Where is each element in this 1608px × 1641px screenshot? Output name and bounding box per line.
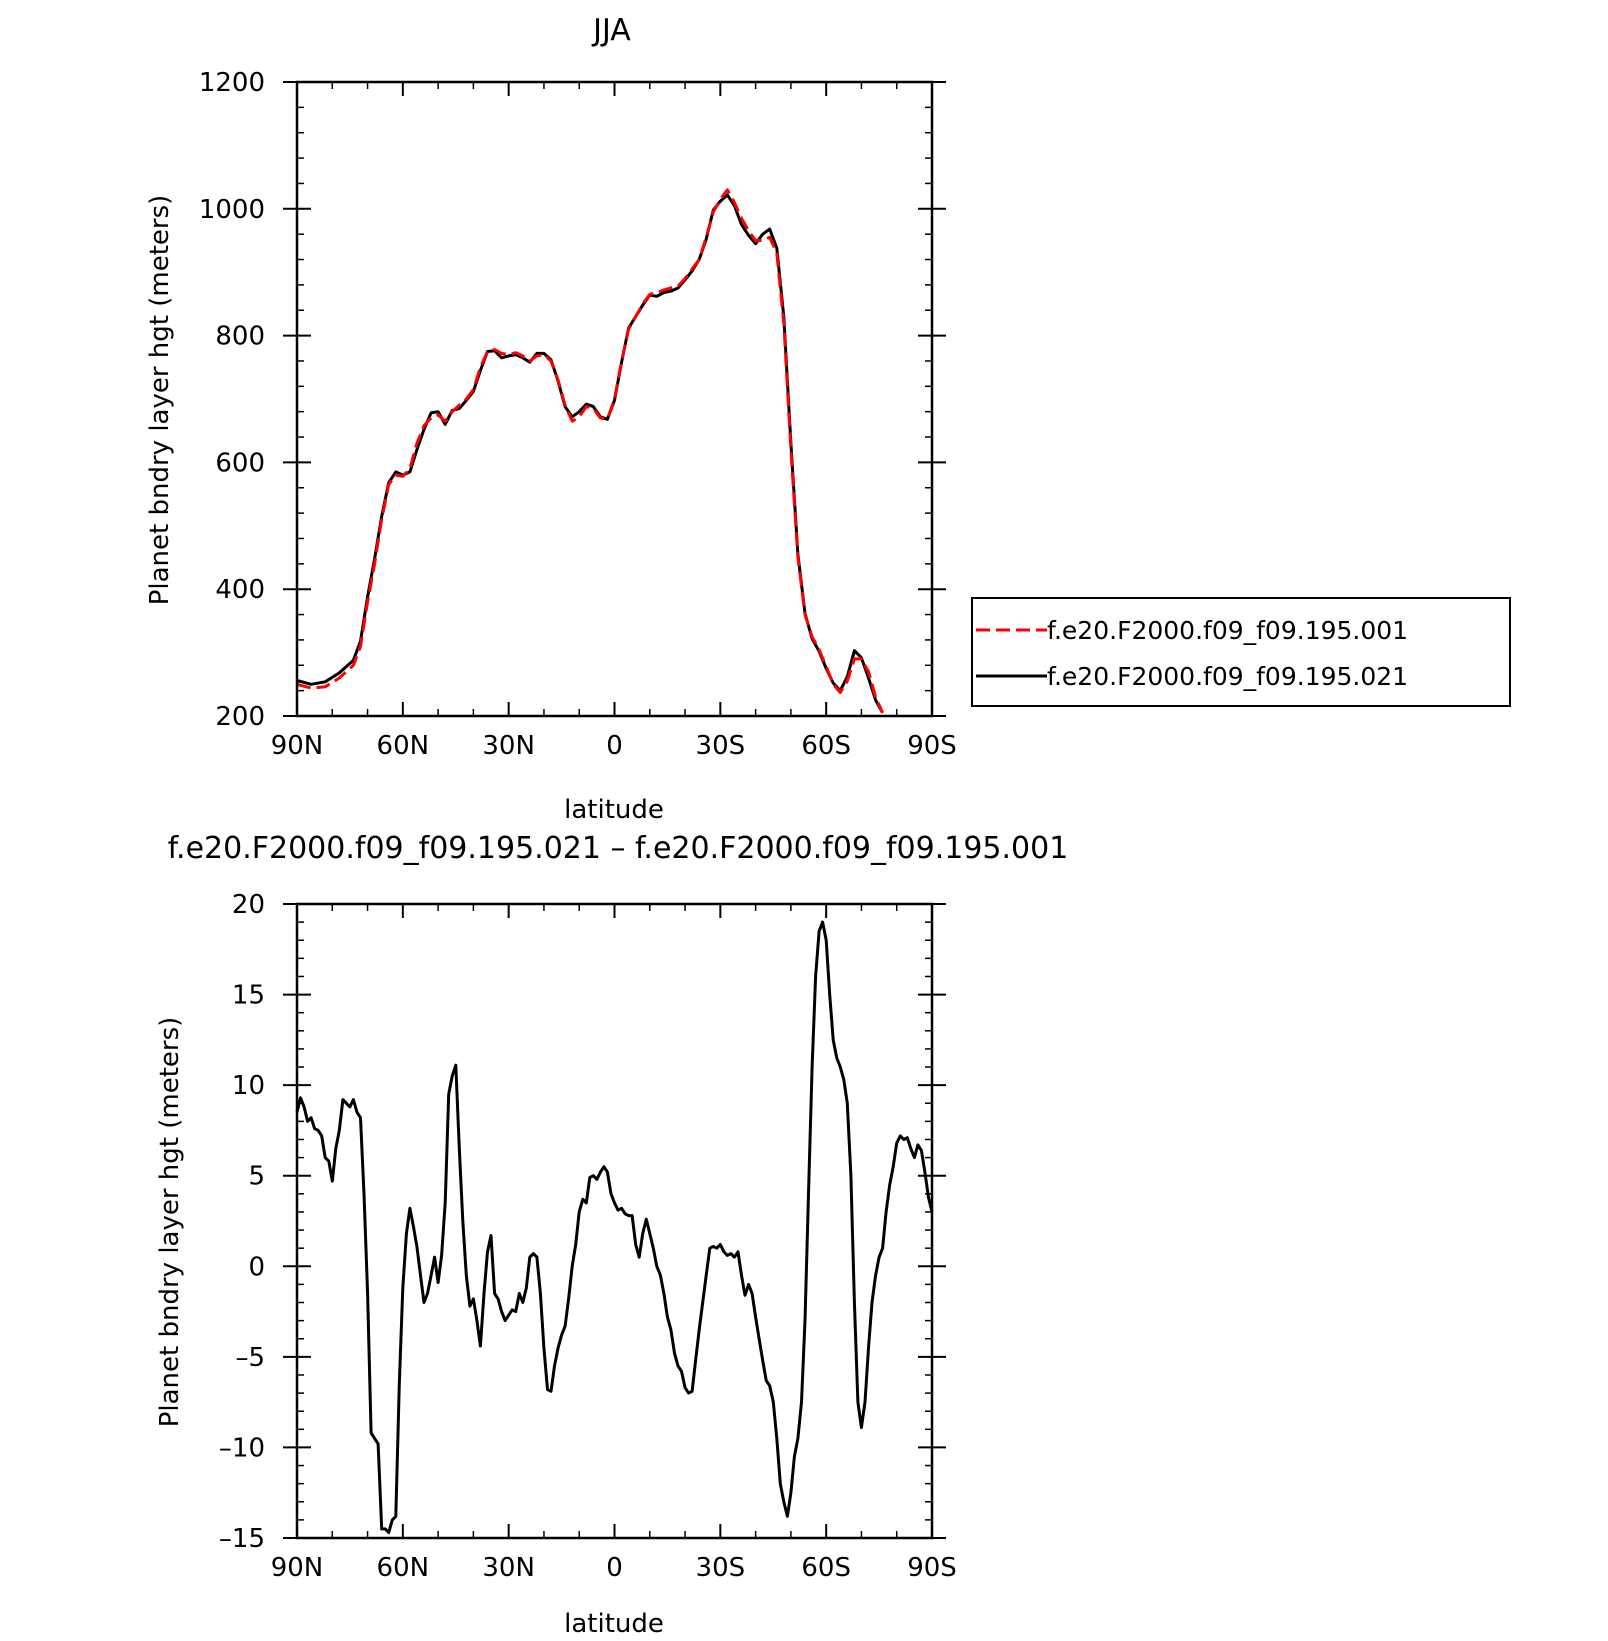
bottom-plot-frame	[295, 902, 934, 1540]
bottom-chart-title: f.e20.F2000.f09_f09.195.021 – f.e20.F200…	[168, 831, 1069, 866]
bottom-x-tick-label: 90N	[271, 1553, 324, 1583]
legend-box	[971, 597, 1511, 707]
top-panel: JJA 90N 60N 30N 0 30S 60S 90S 200 400 600 800 1000…	[145, 13, 1511, 825]
bottom-x-tick-label: 60N	[377, 1553, 430, 1583]
top-x-tick-label: 30N	[482, 731, 535, 761]
top-chart-title: JJA	[591, 13, 631, 48]
top-y-tick-label: 400	[215, 575, 265, 605]
top-y-tick-label: 600	[215, 448, 265, 478]
top-y-tick-label: 800	[215, 322, 265, 352]
top-y-axis: 200 400 600 800 1000 1200	[199, 68, 946, 732]
bottom-x-tick-label: 90S	[907, 1553, 957, 1583]
bottom-y-tick-label: 20	[232, 890, 265, 920]
top-y-axis-label: Planet bndry layer hgt (meters)	[145, 195, 175, 606]
bottom-panel: f.e20.F2000.f09_f09.195.021 – f.e20.F200…	[155, 831, 1068, 1639]
bottom-x-tick-label: 30N	[482, 1553, 535, 1583]
top-y-tick-label: 1200	[199, 68, 265, 98]
top-x-tick-label: 30S	[696, 731, 746, 761]
top-x-axis: 90N 60N 30N 0 30S 60S 90S	[271, 82, 957, 761]
top-x-axis-label: latitude	[564, 795, 664, 825]
legend-label-series-2: f.e20.F2000.f09_f09.195.021	[1047, 662, 1408, 691]
bottom-series-line-1	[295, 920, 934, 1535]
top-series-line-2	[296, 193, 884, 714]
bottom-y-tick-label: –5	[235, 1343, 265, 1373]
top-y-tick-label: 1000	[199, 195, 265, 225]
bottom-x-tick-label: 30S	[696, 1553, 746, 1583]
bottom-y-tick-label: 5	[248, 1162, 265, 1192]
bottom-x-tick-label: 0	[606, 1553, 623, 1583]
top-x-tick-label: 90N	[271, 731, 324, 761]
bottom-x-tick-label: 60S	[801, 1553, 851, 1583]
bottom-y-axis-label: Planet bndry layer hgt (meters)	[155, 1017, 185, 1428]
top-x-tick-label: 60N	[377, 731, 430, 761]
top-plot-lines	[296, 188, 884, 714]
top-y-tick-label: 200	[215, 702, 265, 732]
bottom-y-axis: –15 –10 –5 0 5 10 15 20	[219, 890, 946, 1554]
bottom-plot-lines	[295, 920, 934, 1535]
bottom-y-tick-label: –10	[219, 1433, 265, 1463]
bottom-y-tick-label: 0	[248, 1252, 265, 1282]
top-plot-frame	[295, 80, 934, 718]
legend: f.e20.F2000.f09_f09.195.001 f.e20.F2000.…	[971, 597, 1511, 707]
top-series-line-1	[296, 188, 884, 714]
legend-label-series-1: f.e20.F2000.f09_f09.195.001	[1047, 616, 1408, 645]
bottom-x-axis-label: latitude	[564, 1609, 664, 1639]
bottom-y-tick-label: 15	[232, 981, 265, 1011]
top-x-tick-label: 60S	[801, 731, 851, 761]
bottom-y-tick-label: –15	[219, 1524, 265, 1554]
bottom-y-tick-label: 10	[232, 1071, 265, 1101]
top-x-tick-label: 90S	[907, 731, 957, 761]
top-x-tick-label: 0	[606, 731, 623, 761]
bottom-x-axis: 90N 60N 30N 0 30S 60S 90S	[271, 904, 957, 1583]
